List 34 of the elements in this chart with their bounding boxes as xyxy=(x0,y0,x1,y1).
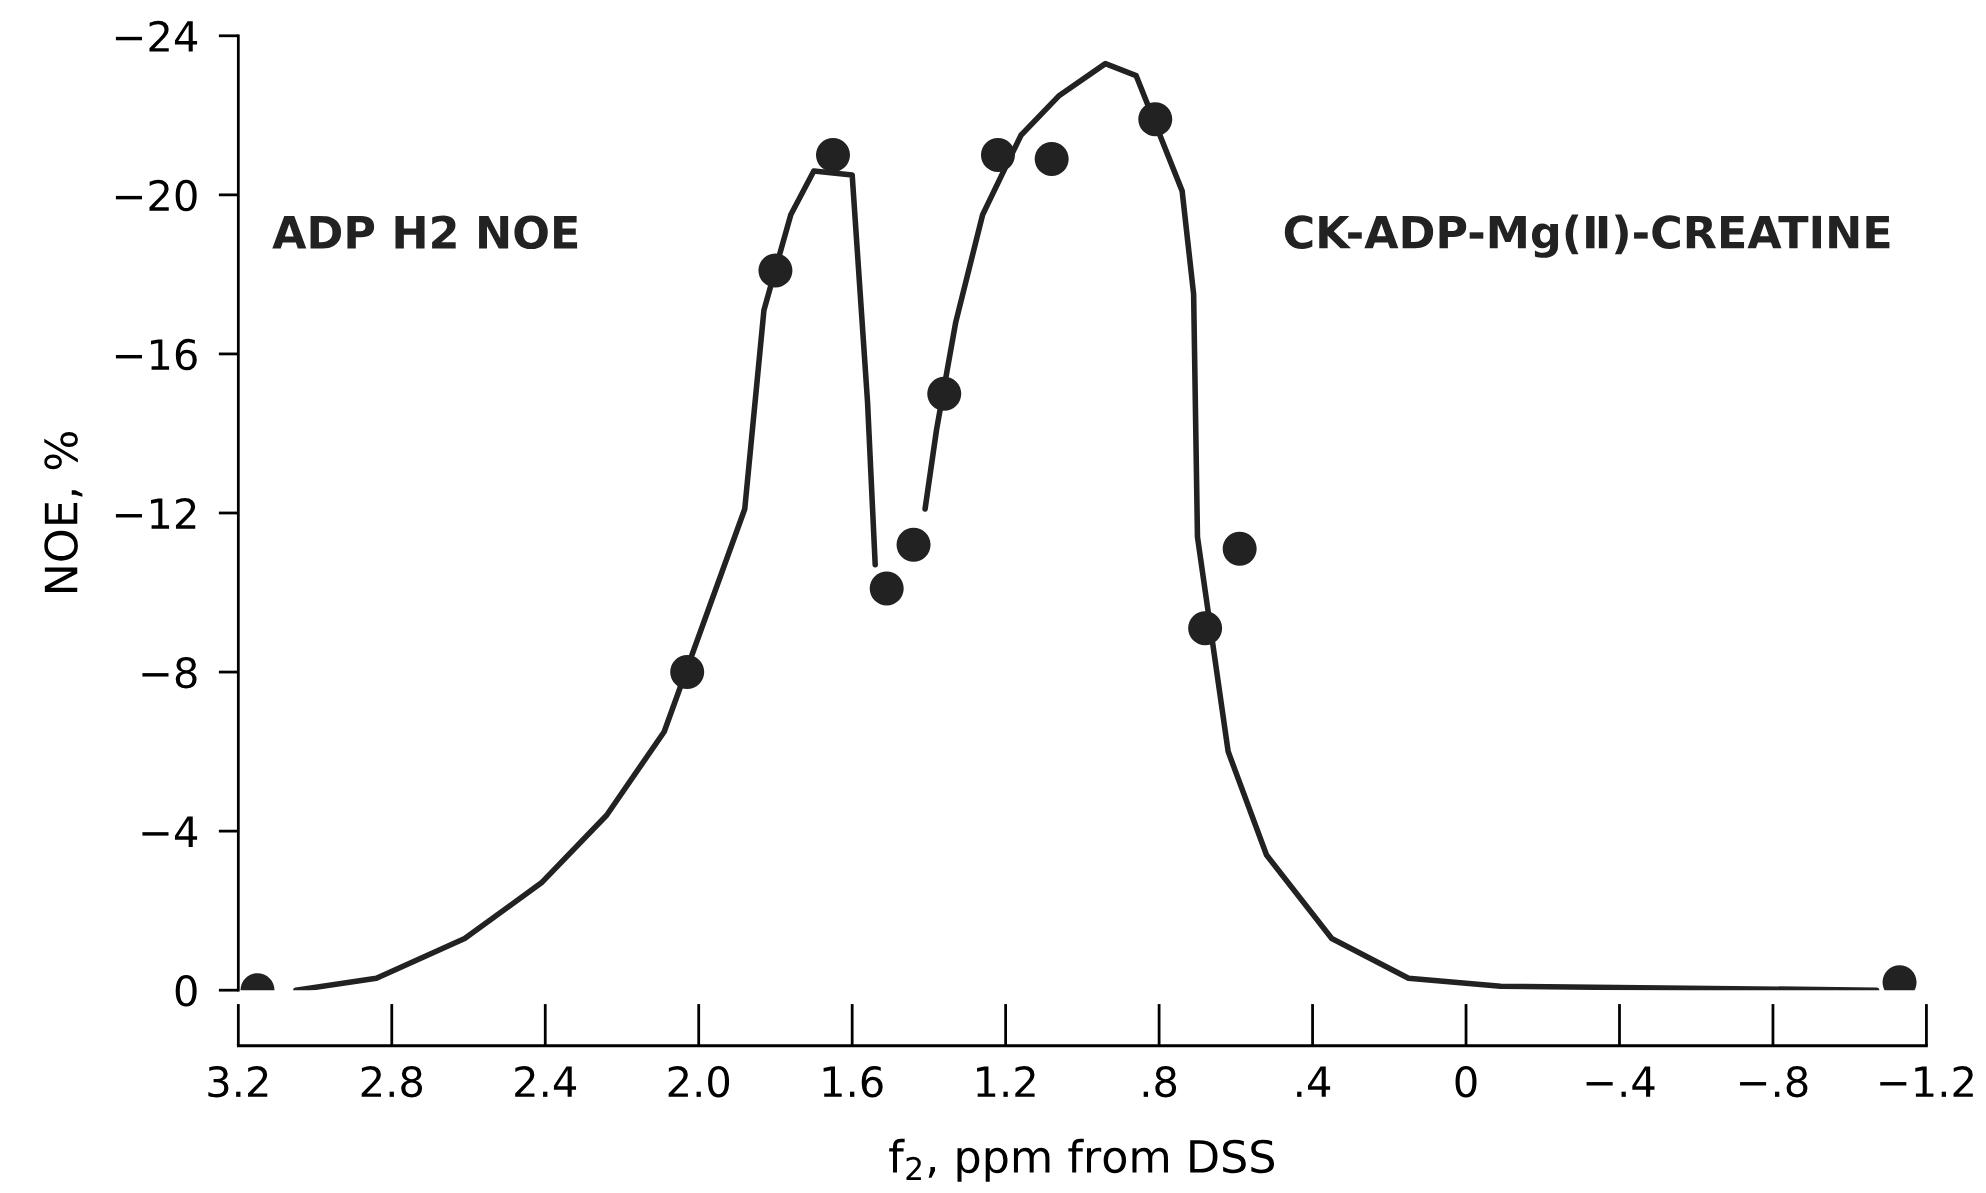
annotation: CK-ADP-Mg(Ⅱ)-CREATINE xyxy=(1284,214,1890,258)
x-tick-label: 2.8 xyxy=(361,1065,423,1098)
y-tick-label: −12 xyxy=(115,497,196,529)
x-tick-label: 0 xyxy=(1455,1065,1477,1098)
x-tick-label: −.4 xyxy=(1586,1066,1655,1097)
x-axis-title: f$_{2}$, ppm from DSS xyxy=(889,1138,1275,1182)
x-tick-label: 2.0 xyxy=(668,1065,730,1098)
x-tick-label: .8 xyxy=(1143,1065,1177,1098)
point xyxy=(670,655,705,690)
x-tick-label: .4 xyxy=(1297,1066,1331,1097)
y-tick-label: 0 xyxy=(175,975,197,1007)
x-tick-label: 2.4 xyxy=(515,1065,577,1097)
x-tick-label: −.8 xyxy=(1740,1065,1808,1098)
x-tick-label: 3.2 xyxy=(208,1065,268,1098)
y-tick-label: −16 xyxy=(115,338,197,371)
y-tick-label: −20 xyxy=(115,179,197,212)
x-tick-label: 1.6 xyxy=(823,1065,883,1098)
point xyxy=(1034,142,1069,177)
y-tick-label: −4 xyxy=(142,816,198,847)
x-tick-label: 1.2 xyxy=(977,1065,1035,1097)
point xyxy=(1222,531,1257,566)
point xyxy=(896,527,931,562)
point xyxy=(815,138,850,173)
point xyxy=(1188,611,1223,646)
point xyxy=(758,253,793,288)
point xyxy=(980,138,1015,173)
y-tick-label: −24 xyxy=(115,20,198,52)
point xyxy=(927,376,962,411)
x-tick-label: −1.2 xyxy=(1880,1065,1973,1097)
point xyxy=(869,571,904,606)
y-axis-title: NOE, % xyxy=(44,432,83,593)
y-tick-label: −8 xyxy=(142,656,197,689)
point xyxy=(1138,102,1173,137)
annotation: ADP H2 NOE xyxy=(272,215,578,250)
